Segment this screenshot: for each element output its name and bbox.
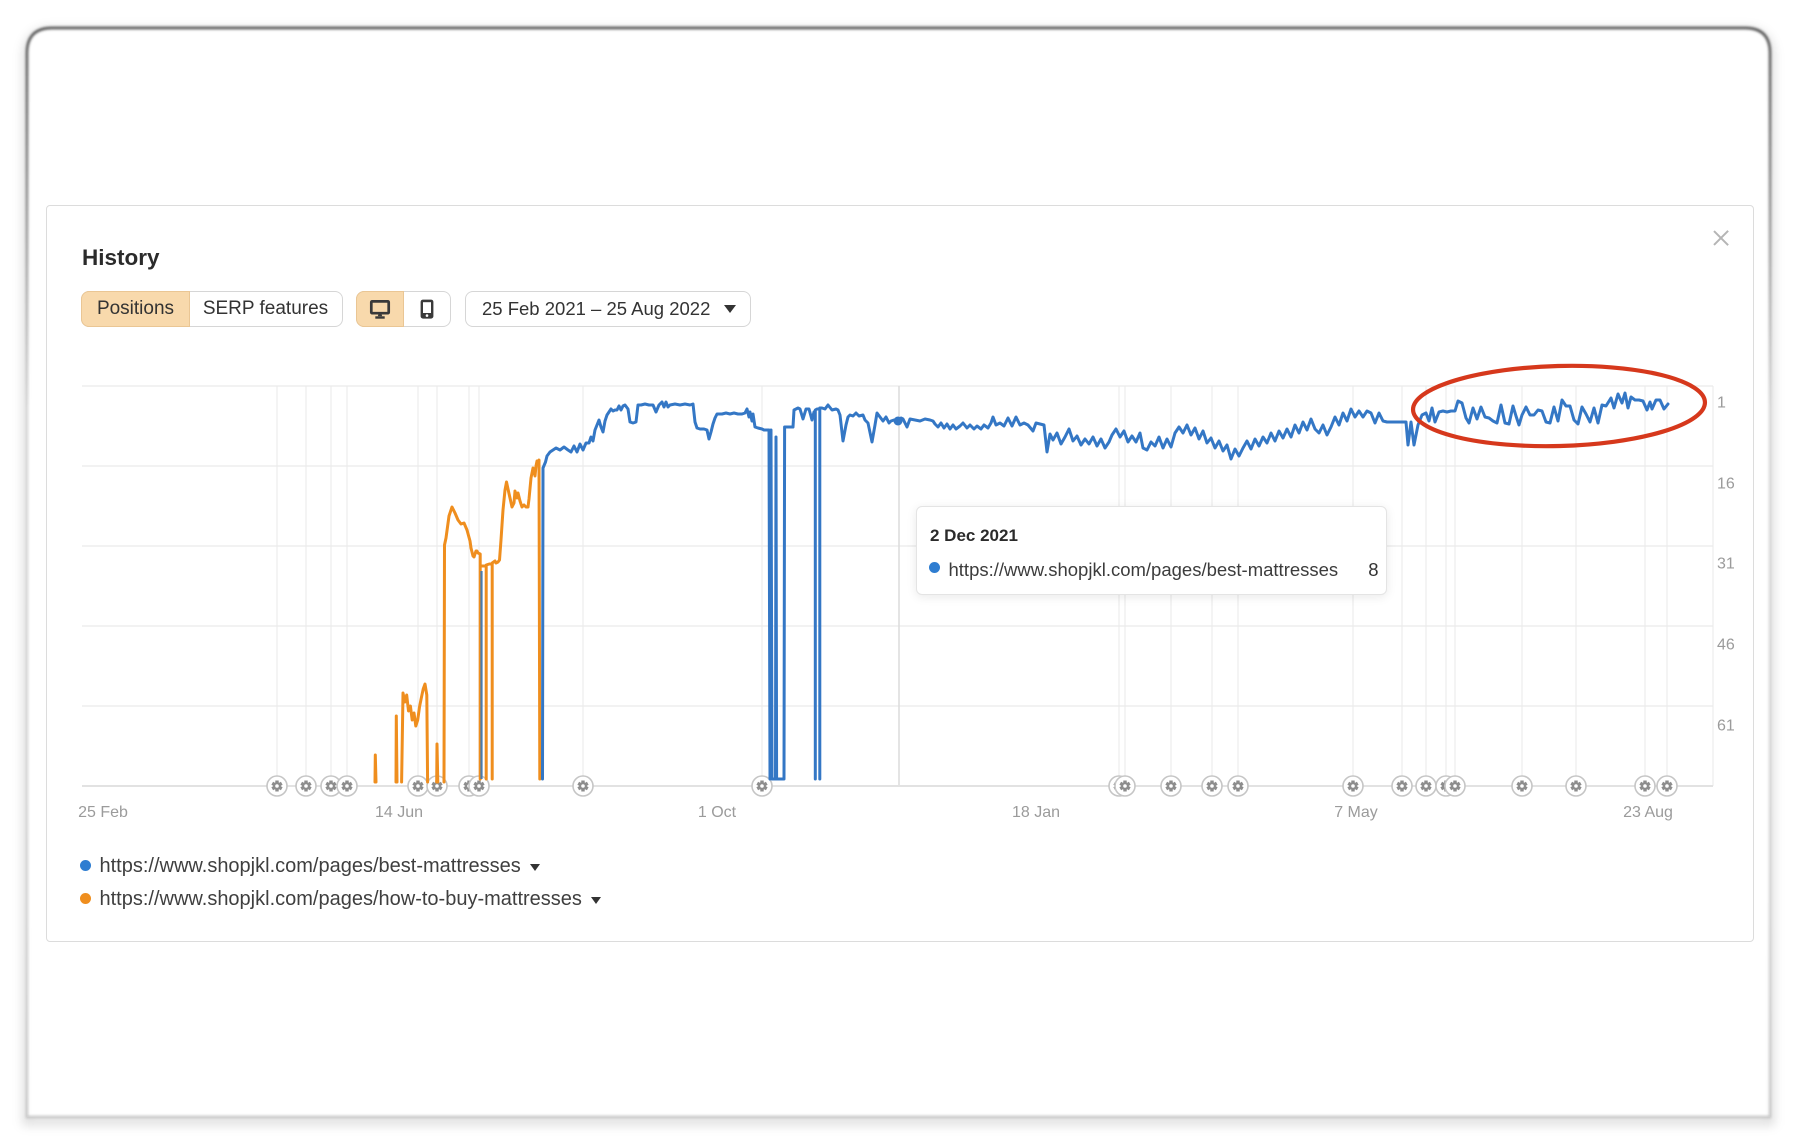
svg-text:61: 61 [1717,718,1735,735]
svg-text:46: 46 [1717,637,1735,654]
svg-text:14 Jun: 14 Jun [375,804,423,821]
svg-text:23 Aug: 23 Aug [1623,804,1673,821]
svg-text:31: 31 [1717,556,1735,573]
svg-text:25 Feb: 25 Feb [78,804,128,821]
svg-text:18 Jan: 18 Jan [1012,804,1060,821]
svg-text:1 Oct: 1 Oct [698,804,737,821]
svg-text:16: 16 [1717,476,1735,493]
svg-text:7 May: 7 May [1334,804,1378,821]
svg-text:1: 1 [1717,395,1726,412]
